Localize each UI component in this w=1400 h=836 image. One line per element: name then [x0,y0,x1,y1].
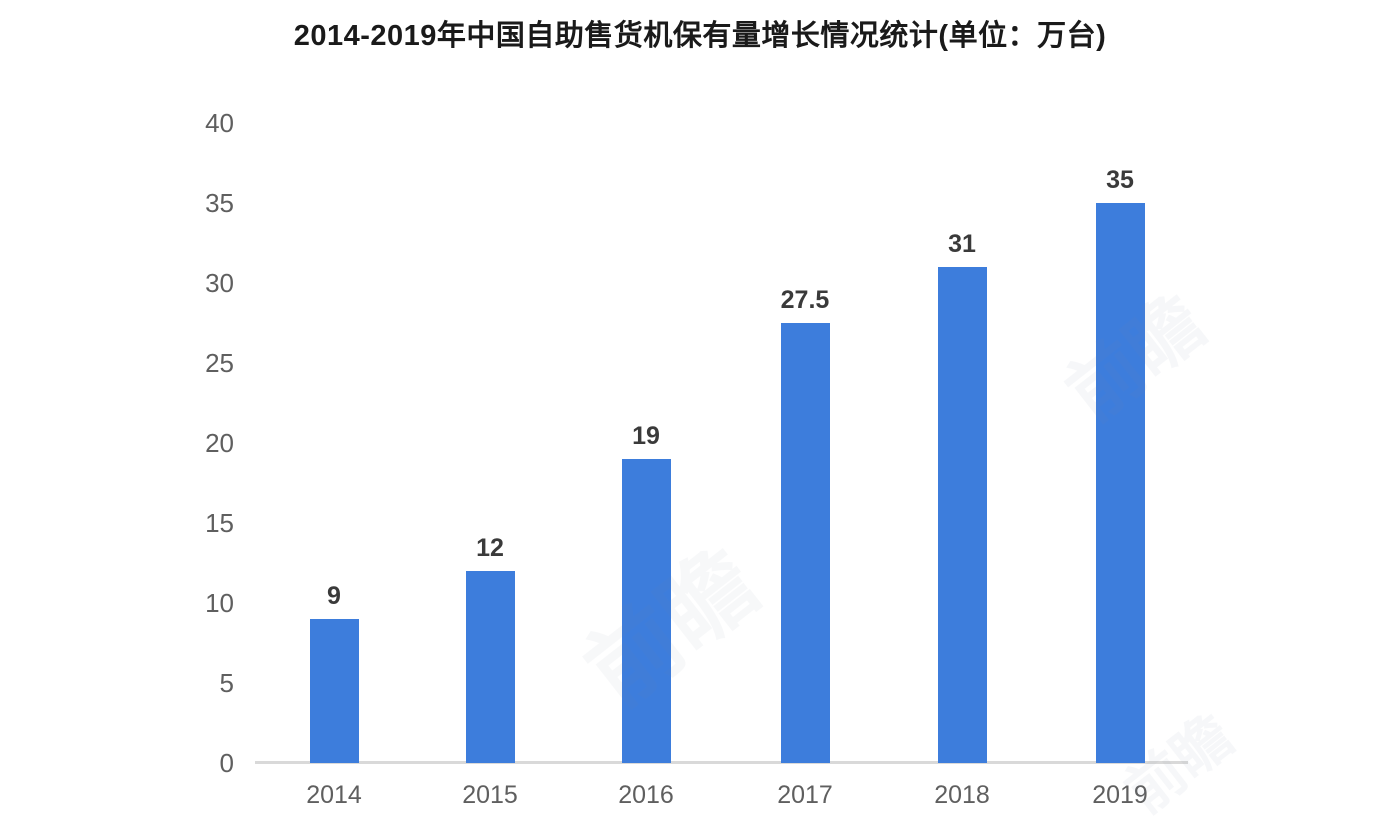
y-tick-label: 10 [205,588,234,618]
chart-title: 2014-2019年中国自助售货机保有量增长情况统计(单位：万台) [293,20,1107,52]
x-tick-label: 2014 [306,781,362,809]
bar-value-label: 19 [632,422,660,450]
bar [465,571,515,763]
bar-value-label: 12 [476,534,504,562]
y-tick-label: 5 [219,668,234,698]
y-tick-label: 0 [219,748,234,778]
bar-value-label: 31 [948,230,976,258]
bar-value-label: 27.5 [780,286,830,314]
x-tick-label: 2018 [934,781,990,809]
x-tick-label: 2015 [462,781,518,809]
y-tick-label: 15 [205,508,234,538]
x-tick-label: 2016 [618,781,674,809]
bar [1095,203,1145,763]
y-tick-label: 25 [205,348,234,378]
y-tick-label: 40 [205,108,234,138]
bar [937,267,987,763]
bar [309,619,359,763]
bar [780,323,830,763]
y-tick-label: 20 [205,428,234,458]
x-tick-label: 2017 [777,781,833,809]
bar-value-label: 9 [327,582,341,610]
x-axis-line [255,761,1188,764]
y-tick-label: 35 [205,188,234,218]
x-tick-label: 2019 [1092,781,1148,809]
bar-value-label: 35 [1106,166,1134,194]
bar [621,459,671,763]
y-tick-label: 30 [205,268,234,298]
